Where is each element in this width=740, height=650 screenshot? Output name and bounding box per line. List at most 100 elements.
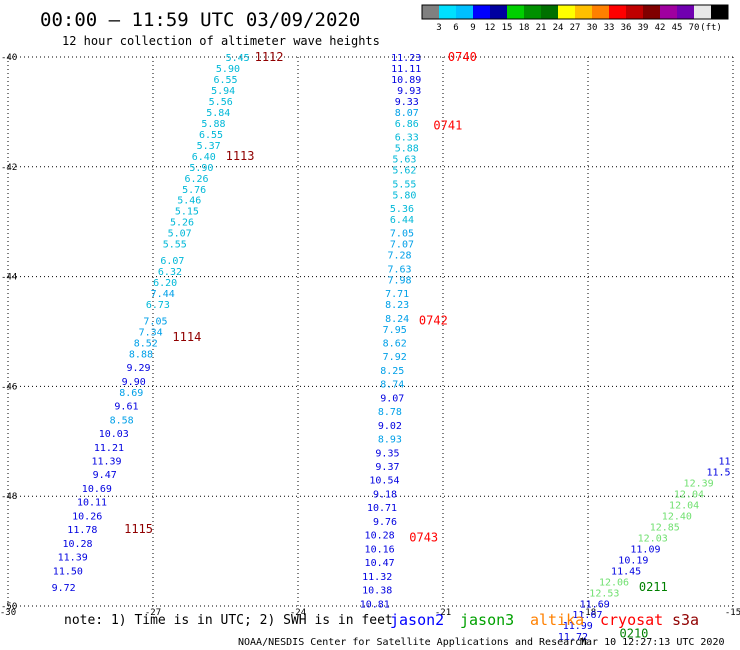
colorbar-label: 18 — [519, 23, 530, 33]
data-point-label: 6.73 — [146, 300, 170, 311]
colorbar-legend: 3 6 9 12 15 18 21 24 27 30 33 36 39 42 45 70 (ft) — [421, 4, 729, 33]
colorbar-label: 27 — [570, 23, 581, 33]
data-point-label: 5.46 — [177, 196, 201, 207]
data-point-label: 10.69 — [82, 484, 112, 495]
data-point-label: 9.47 — [93, 470, 117, 481]
colorbar-label: 70 — [689, 23, 700, 33]
series-s3a: 5.455.906.555.945.565.845.886.555.376.40… — [52, 50, 284, 594]
data-point-label: 5.88 — [201, 119, 225, 130]
data-point-label: 9.61 — [114, 402, 138, 413]
satellite-legend-s3a: s3a — [672, 611, 699, 629]
satellite-legend-cryosat: cryosat — [600, 611, 663, 629]
x-tick-label: -21 — [435, 608, 451, 618]
data-point-label: 7.05 — [143, 317, 167, 328]
data-point-label: 10.19 — [618, 555, 648, 566]
data-point-label: 11.39 — [91, 457, 121, 468]
time-label: 0740 — [448, 50, 477, 64]
data-point-label: 5.07 — [168, 229, 192, 240]
data-point-label: 5.63 — [392, 155, 416, 166]
y-tick-label: -48 — [1, 492, 17, 502]
data-point-label: 11.45 — [611, 566, 641, 577]
data-point-label: 11.67 — [572, 610, 602, 621]
data-point-label: 10.16 — [365, 544, 395, 555]
colorbar-swatch — [592, 5, 609, 19]
data-point-label: 8.74 — [380, 380, 404, 391]
series-jason3: 1111.512.3912.0412.0412.4012.8512.0311.0… — [558, 457, 731, 644]
data-point-label: 9.72 — [52, 583, 76, 594]
plot-area: -30 -27 -24 -21 -18 -15 -40 -42 -44 -46 -48 -50 5.45… — [0, 50, 740, 643]
colorbar-swatch — [558, 5, 575, 19]
colorbar-swatch — [694, 5, 711, 19]
colorbar-swatch — [456, 5, 473, 19]
timestamp: Mar 10 12:27:13 UTC 2020 — [580, 637, 725, 648]
data-point-label: 5.90 — [189, 163, 213, 174]
colorbar-label: 30 — [587, 23, 598, 33]
data-point-label: 12.03 — [638, 533, 668, 544]
data-point-label: 5.62 — [392, 166, 416, 177]
data-point-label: 8.07 — [395, 108, 419, 119]
colorbar-label: 15 — [502, 23, 513, 33]
data-point-label: 5.94 — [211, 86, 235, 97]
x-tick-label: -18 — [580, 608, 596, 618]
time-label: 1113 — [226, 149, 255, 163]
data-point-label: 5.56 — [209, 97, 233, 108]
colorbar-frame — [421, 4, 729, 20]
data-point-label: 8.78 — [378, 407, 402, 418]
data-point-label: 5.55 — [163, 240, 187, 251]
colorbar-swatch — [422, 5, 439, 19]
data-point-label: 11.23 — [391, 53, 421, 64]
colorbar-swatch — [660, 5, 677, 19]
time-label: 0211 — [639, 580, 668, 594]
data-point-label: 10.81 — [360, 599, 390, 610]
data-point-label: 5.88 — [395, 144, 419, 155]
colorbar-label: 39 — [638, 23, 649, 33]
data-point-label: 10.03 — [99, 429, 129, 440]
y-tick-label: -50 — [1, 602, 17, 612]
data-point-label: 10.26 — [72, 511, 102, 522]
data-point-label: 6.44 — [390, 215, 414, 226]
colorbar-swatch — [490, 5, 507, 19]
data-point-label: 7.44 — [151, 289, 175, 300]
colorbar-label: 24 — [553, 23, 564, 33]
data-point-label: 12.04 — [669, 500, 699, 511]
data-point-label: 8.24 — [385, 314, 409, 325]
colorbar-swatch — [711, 5, 728, 19]
data-point-label: 7.05 — [390, 229, 414, 240]
data-point-label: 7.92 — [383, 352, 407, 363]
data-point-label: 9.18 — [373, 489, 397, 500]
data-point-label: 11.39 — [58, 553, 88, 564]
data-point-label: 12.06 — [599, 577, 629, 588]
data-point-label: 7.95 — [383, 325, 407, 336]
data-point-label: 8.93 — [378, 435, 402, 446]
x-tick-label: -27 — [145, 608, 161, 618]
data-point-label: 11.21 — [94, 443, 124, 454]
x-tick-label: -30 — [0, 608, 16, 618]
data-point-label: 5.90 — [216, 64, 240, 75]
data-point-label: 5.37 — [197, 141, 221, 152]
data-point-label: 11.99 — [563, 621, 593, 632]
colorbar-label: 6 — [453, 23, 458, 33]
data-point-label: 11.11 — [391, 64, 421, 75]
data-point-label: 10.54 — [369, 476, 399, 487]
data-point-label: 6.07 — [160, 256, 184, 267]
data-point-label: 7.28 — [387, 251, 411, 262]
chart-subtitle: 12 hour collection of altimeter wave hei… — [62, 34, 380, 48]
data-point-label: 6.32 — [158, 267, 182, 278]
data-point-label: 8.62 — [383, 338, 407, 349]
data-point-label: 8.88 — [129, 349, 153, 360]
colorbar-label: 45 — [672, 23, 683, 33]
satellite-legend-jason3: jason3 — [460, 611, 514, 629]
time-label: 1114 — [172, 330, 201, 344]
data-point-label: 10.28 — [365, 531, 395, 542]
time-label: 0742 — [419, 314, 448, 328]
data-point-label: 9.29 — [126, 363, 150, 374]
colorbar-label: 36 — [621, 23, 632, 33]
data-point-label: 9.35 — [375, 448, 399, 459]
data-point-label: 12.40 — [662, 511, 692, 522]
data-point-label: 6.55 — [199, 130, 223, 141]
colorbar-label: 3 — [436, 23, 441, 33]
data-point-label: 9.90 — [122, 377, 146, 388]
satellite-legend-jason2: jason2 — [390, 611, 444, 629]
colorbar-label: 12 — [485, 23, 496, 33]
